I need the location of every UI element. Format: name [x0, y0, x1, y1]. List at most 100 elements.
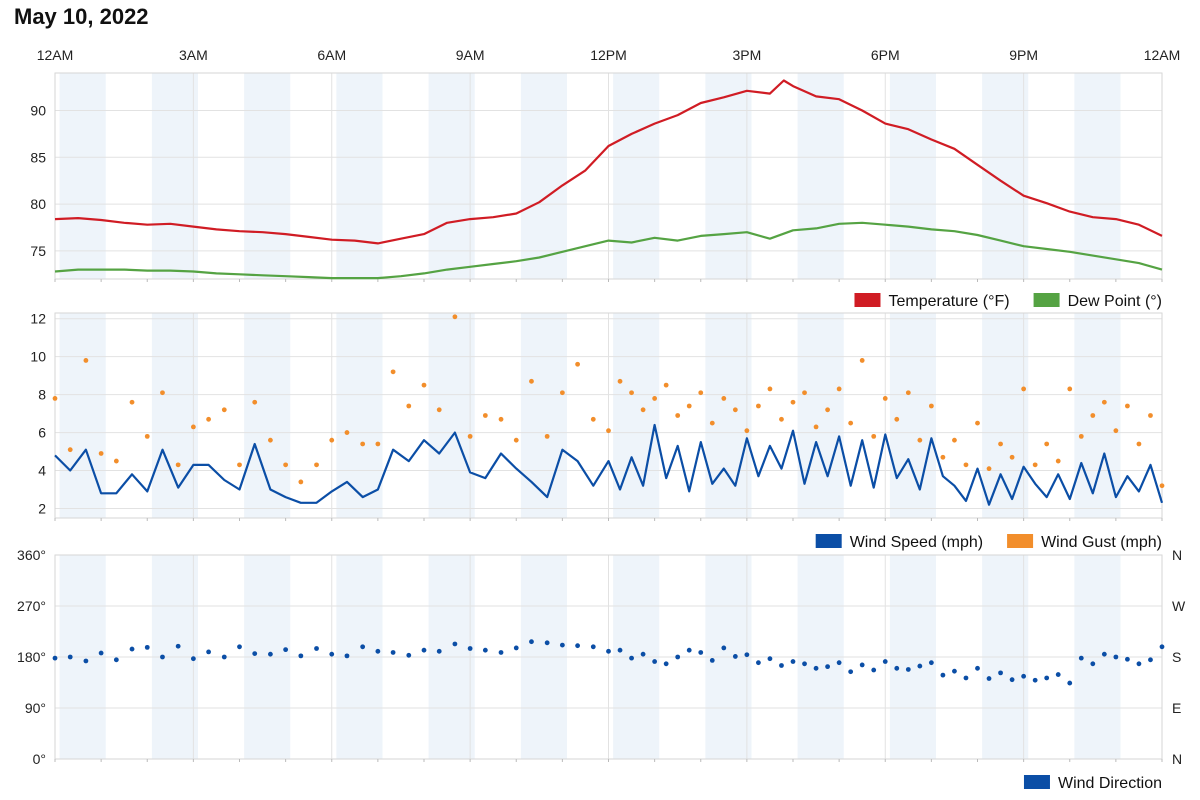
- data-point: [298, 479, 304, 485]
- data-point: [221, 654, 227, 660]
- data-point: [975, 665, 980, 671]
- data-point: [905, 667, 911, 672]
- data-point: [767, 656, 773, 662]
- y-tick-label: 360°: [17, 547, 46, 563]
- data-point: [83, 358, 89, 363]
- data-point: [452, 314, 458, 320]
- data-point: [813, 665, 819, 671]
- legend-label: Dew Point (°): [1068, 293, 1162, 310]
- data-point: [790, 659, 796, 664]
- time-label: 12AM: [37, 47, 74, 63]
- data-point: [1125, 656, 1130, 662]
- data-point: [894, 665, 900, 671]
- time-label: 6AM: [317, 47, 346, 63]
- data-point: [113, 458, 119, 464]
- data-point: [252, 651, 258, 656]
- data-point: [940, 672, 946, 678]
- data-point: [83, 658, 89, 664]
- data-point: [963, 462, 969, 468]
- data-point: [1044, 675, 1050, 681]
- data-point: [1159, 483, 1165, 489]
- data-point: [252, 399, 258, 405]
- data-point: [986, 466, 992, 472]
- hour-band: [336, 73, 383, 279]
- data-point: [1101, 399, 1107, 405]
- data-point: [206, 416, 211, 422]
- data-point: [1055, 458, 1061, 464]
- data-point: [283, 647, 289, 653]
- data-point: [894, 416, 900, 422]
- data-point: [744, 652, 750, 658]
- data-point: [529, 378, 534, 384]
- data-point: [767, 386, 773, 392]
- data-point: [698, 390, 704, 396]
- hour-band: [336, 313, 383, 518]
- data-point: [1136, 441, 1142, 447]
- data-point: [779, 416, 784, 422]
- data-point: [1101, 651, 1107, 657]
- legend-label: Wind Direction: [1058, 775, 1162, 792]
- data-point: [144, 644, 150, 650]
- data-point: [482, 413, 488, 418]
- y-tick-label: 4: [38, 463, 46, 479]
- hour-band: [520, 73, 567, 279]
- data-point: [190, 656, 196, 662]
- data-point: [859, 662, 865, 668]
- data-point: [360, 644, 366, 650]
- time-label: 9PM: [1009, 47, 1038, 63]
- data-point: [652, 396, 658, 401]
- data-point: [329, 651, 335, 657]
- hour-band: [428, 313, 475, 518]
- compass-tick-label: S: [1172, 649, 1181, 665]
- data-point: [998, 670, 1003, 676]
- compass-tick-label: E: [1172, 700, 1181, 716]
- data-point: [1090, 661, 1096, 667]
- data-point: [905, 390, 911, 396]
- data-point: [221, 407, 227, 413]
- chart-panel-1: 75 80 85 90 Dew Point (°) Temperature (°F): [30, 72, 1163, 310]
- chart-panel-3: 0° N 90° E 180° S 270° W 360° N Wind Direction: [17, 547, 1186, 792]
- data-point: [175, 643, 181, 649]
- legend-swatch: [1007, 534, 1034, 548]
- y-tick-label: 2: [38, 501, 46, 517]
- data-point: [513, 437, 519, 443]
- y-tick-label: 12: [30, 311, 46, 327]
- time-label: 9AM: [456, 47, 485, 63]
- data-point: [709, 658, 715, 663]
- data-point: [129, 399, 135, 405]
- data-point: [848, 669, 854, 675]
- data-point: [917, 663, 923, 669]
- y-tick-label: 85: [30, 149, 46, 165]
- data-point: [190, 424, 196, 430]
- y-tick-label: 75: [30, 243, 46, 259]
- data-point: [732, 407, 738, 413]
- data-point: [298, 653, 304, 659]
- data-point: [52, 396, 58, 401]
- hour-band: [613, 73, 660, 279]
- data-point: [436, 407, 442, 413]
- data-point: [836, 660, 842, 666]
- data-point: [779, 663, 784, 668]
- hour-band: [889, 313, 936, 518]
- hour-band: [244, 313, 291, 518]
- data-point: [744, 428, 750, 434]
- data-point: [686, 647, 692, 653]
- legend-label: Temperature (°F): [888, 293, 1009, 310]
- data-point: [67, 654, 73, 660]
- legend-label: Wind Gust (mph): [1041, 534, 1162, 551]
- data-point: [1067, 680, 1073, 686]
- hour-band: [797, 73, 844, 279]
- data-point: [498, 416, 504, 422]
- data-point: [237, 644, 242, 650]
- data-point: [709, 420, 715, 426]
- hour-band: [705, 313, 752, 518]
- data-point: [617, 647, 623, 653]
- legend-swatch: [1033, 293, 1060, 307]
- data-point: [825, 664, 830, 670]
- chart-panel-2: 2 4 6 8 10 12 Wind Gust (mph) Wind Speed (mph): [30, 311, 1165, 551]
- data-point: [825, 407, 830, 413]
- hour-band: [520, 313, 567, 518]
- data-point: [344, 430, 350, 435]
- data-point: [452, 641, 458, 647]
- data-point: [175, 462, 181, 468]
